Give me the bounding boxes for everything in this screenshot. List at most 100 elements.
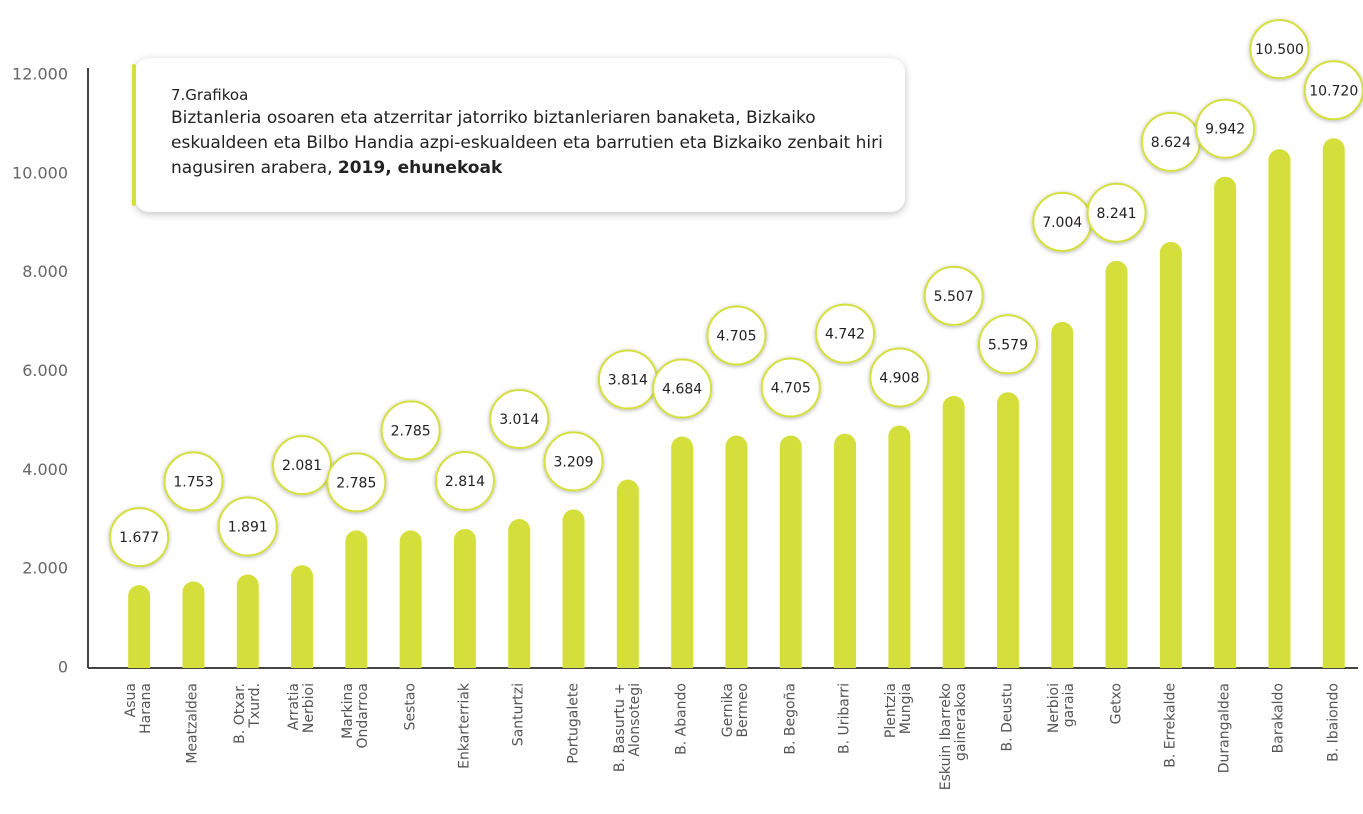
x-tick-label: B. Ibaiondo: [1325, 683, 1342, 762]
value-label: 2.785: [336, 475, 376, 491]
x-tick-label: B. Abando: [673, 683, 690, 755]
value-label: 7.004: [1042, 215, 1082, 231]
value-label: 5.579: [988, 337, 1028, 353]
value-label: 3.209: [554, 454, 594, 470]
value-label: 9.942: [1205, 122, 1245, 138]
x-tick-label: Enkarterriak: [456, 683, 473, 769]
x-tick-label: Sestao: [402, 683, 419, 731]
bar: [236, 574, 259, 668]
value-bubble: [217, 496, 278, 557]
value-label: 2.814: [445, 474, 485, 490]
bar: [345, 530, 368, 668]
value-bubble: [869, 347, 930, 408]
value-bubble: [326, 452, 387, 513]
value-bubble: [434, 450, 495, 511]
value-bubble: [706, 305, 767, 366]
x-tick-label: Asua Harana: [123, 683, 155, 734]
x-tick-label: B. Basurtu + Alonsotegi: [611, 683, 643, 773]
bar: [834, 433, 857, 668]
value-label: 1.891: [228, 520, 268, 536]
value-bubble: [977, 314, 1038, 375]
bar: [671, 436, 694, 668]
value-bubble: [489, 389, 550, 450]
value-bubble: [163, 451, 224, 512]
bar: [616, 479, 639, 668]
value-bubble: [1086, 182, 1147, 243]
bar: [508, 519, 531, 668]
title-accent: [132, 64, 136, 206]
bar: [888, 425, 911, 668]
value-label: 4.908: [879, 370, 919, 386]
bar: [291, 565, 314, 668]
x-tick-label: B. Uribarri: [836, 683, 853, 755]
value-label: 4.705: [716, 328, 756, 344]
value-bubble: [815, 303, 876, 364]
x-tick-label: Durangaldea: [1216, 683, 1233, 774]
value-label: 10.500: [1255, 42, 1304, 58]
y-tick-label: 0: [58, 658, 68, 677]
x-tick-label: Barakaldo: [1270, 683, 1287, 754]
value-label: 4.684: [662, 382, 702, 398]
chart-title-bold: 2019, ehunekoak: [337, 158, 503, 178]
bar: [779, 435, 802, 668]
x-tick-label: Portugalete: [565, 683, 582, 764]
value-label: 1.677: [119, 530, 159, 546]
bar: [1051, 321, 1074, 668]
bar: [725, 435, 748, 668]
value-bubble: [380, 400, 441, 461]
x-tick-label: Plentzia Mungia: [883, 683, 915, 739]
value-label: 3.014: [499, 412, 539, 428]
value-label: 8.241: [1097, 206, 1137, 222]
caption: 7.Grafikoa: [171, 86, 249, 104]
x-tick-label: Meatzaldea: [184, 683, 201, 764]
y-tick-label: 8.000: [22, 262, 68, 281]
x-tick-label: Nerbioi garaia: [1046, 683, 1078, 734]
x-tick-label: B. Otxar. Txurd.: [231, 683, 263, 744]
bar: [996, 392, 1019, 668]
value-bubble: [109, 507, 170, 568]
x-tick-label: Santurtzi: [510, 683, 527, 747]
bar: [1159, 241, 1182, 668]
value-bubble: [1249, 19, 1310, 80]
value-bubble: [923, 265, 984, 326]
bar: [1105, 260, 1128, 668]
y-tick-label: 2.000: [22, 559, 68, 578]
bar: [182, 581, 205, 668]
value-label: 4.742: [825, 327, 865, 343]
bar: [1322, 138, 1345, 669]
value-bubble: [272, 435, 333, 496]
bar: [128, 585, 151, 668]
value-label: 8.624: [1151, 135, 1191, 151]
value-label: 10.720: [1309, 83, 1358, 99]
bar: [942, 395, 965, 668]
title-box: 7.Grafikoa Biztanleria osoaren eta atzer…: [132, 58, 905, 212]
bar: [1268, 149, 1291, 669]
bar: [453, 528, 476, 668]
bar: [562, 509, 585, 668]
x-tick-label: B. Begoña: [782, 683, 799, 755]
y-tick-label: 12.000: [12, 65, 68, 84]
x-tick-label: B. Deustu: [999, 683, 1016, 752]
value-bubble: [543, 431, 604, 492]
value-bubble: [652, 358, 713, 419]
value-label: 3.814: [608, 373, 648, 389]
value-bubble: [760, 357, 821, 418]
value-label: 5.507: [934, 289, 974, 305]
bar: [399, 530, 422, 668]
bar: [1214, 176, 1237, 668]
value-label: 1.753: [173, 474, 213, 490]
x-tick-label: B. Errekalde: [1162, 683, 1179, 768]
x-tick-label: Markina Ondarroa: [340, 683, 372, 749]
x-tick-label: Arratia Nerbioi: [286, 683, 318, 734]
y-tick-label: 4.000: [22, 460, 68, 479]
value-label: 2.081: [282, 458, 322, 474]
value-bubble: [1195, 98, 1256, 159]
x-tick-label: Eskuin Ibarreko gainerakoa: [937, 683, 969, 791]
x-tick-label: Getxo: [1108, 683, 1125, 725]
y-tick-label: 10.000: [12, 163, 68, 182]
x-tick-label: Gernika Bermeo: [720, 683, 752, 738]
chart-title: Biztanleria osoaren eta atzerritar jator…: [171, 108, 883, 178]
value-label: 2.785: [391, 423, 431, 439]
